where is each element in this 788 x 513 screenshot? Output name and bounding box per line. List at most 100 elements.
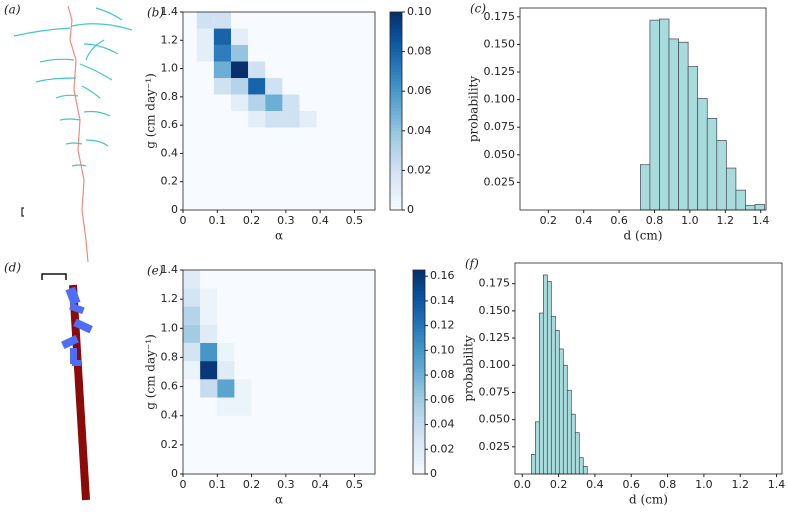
colorbar-step [390, 97, 402, 102]
heat-cell [231, 111, 249, 128]
colorbar-step [413, 412, 425, 417]
x-tick-label: 1.4 [752, 214, 770, 227]
colorbar-step [390, 21, 402, 26]
colorbar-step [390, 173, 402, 178]
colorbar-step [413, 280, 425, 285]
colorbar-step [390, 31, 402, 36]
heat-cell [183, 397, 201, 416]
bar [678, 41, 689, 211]
axes-frame [514, 262, 783, 475]
x-tick-label: 0.4 [311, 214, 329, 227]
heat-cell [213, 78, 231, 95]
y-tick-label: 0.8 [161, 350, 179, 363]
x-tick-label: 0.1 [209, 478, 227, 491]
heat-cell [282, 94, 300, 111]
colorbar-step [413, 351, 425, 356]
colorbar-step [413, 310, 425, 315]
y-tick-label: 0.075 [484, 120, 516, 133]
colorbar-step [390, 104, 402, 109]
bar [570, 413, 576, 475]
panel-label: (a) [4, 3, 21, 17]
bar [639, 164, 651, 211]
heat-cell [282, 44, 300, 62]
colorbar-tick-label: 0.12 [430, 319, 455, 332]
y-tick-label: 1.2 [161, 33, 179, 46]
colorbar-step [413, 395, 425, 400]
colorbar-step [390, 153, 402, 158]
colorbar-tick-label: 0.14 [430, 294, 455, 307]
colorbar-step [390, 107, 402, 112]
x-axis-label: α [275, 229, 283, 243]
x-tick-label: 0.2 [243, 478, 261, 491]
x-axis-label: d (cm) [629, 493, 668, 507]
colorbar-step [390, 186, 402, 191]
colorbar-step [390, 124, 402, 128]
colorbar-step [413, 361, 425, 366]
heat-cell [213, 111, 231, 128]
x-tick-label: 0.8 [659, 478, 677, 491]
y-tick-label: 0.150 [479, 304, 511, 317]
heat-cell [183, 270, 201, 289]
heat-cell [213, 94, 231, 111]
colorbar-step [390, 117, 402, 122]
colorbar-step [413, 368, 425, 373]
colorbar-step [413, 423, 425, 427]
bar [735, 189, 746, 211]
y-tick-label: 0.2 [161, 175, 179, 188]
colorbar-step [390, 150, 402, 155]
bar [745, 205, 756, 211]
x-tick-label: 0.6 [610, 214, 628, 227]
heat-cell [234, 288, 252, 307]
colorbar-tick-label: 0.16 [430, 269, 455, 282]
x-tick-label: 0 [180, 214, 187, 227]
bar [697, 98, 708, 211]
heat-cell [231, 28, 249, 45]
x-tick-label: 0 [180, 478, 187, 491]
heat-cell [200, 288, 218, 307]
y-tick-label: 0.6 [161, 380, 179, 393]
colorbar-frame [412, 269, 426, 475]
y-tick-label: 0.075 [479, 385, 511, 398]
heat-cell [234, 379, 252, 398]
y-tick-label: 0.8 [161, 90, 179, 103]
root-drawing [13, 5, 133, 263]
colorbar-step [390, 203, 402, 208]
y-tick-label: 1.4 [161, 263, 179, 276]
colorbar-step [390, 71, 402, 76]
heat-cell [234, 397, 252, 416]
heat-cell [183, 324, 201, 343]
x-tick-label: 1.2 [731, 478, 749, 491]
x-tick-label: 0.2 [243, 214, 261, 227]
colorbar-step [413, 341, 425, 346]
colorbar-step [413, 321, 425, 325]
heat-cell [248, 61, 266, 79]
colorbar-frame [389, 11, 403, 211]
colorbar-step [390, 84, 402, 89]
heat-cell [265, 111, 283, 128]
bar [534, 421, 540, 475]
colorbar-tick-label: 0.06 [407, 84, 432, 97]
bar [649, 19, 660, 211]
heat-cell [231, 78, 249, 95]
colorbar-step [390, 196, 402, 201]
colorbar-step [390, 12, 402, 16]
colorbar-step [390, 170, 402, 175]
heat-cell [234, 361, 252, 380]
x-tick-label: 0.3 [277, 478, 295, 491]
x-tick-label: 1.4 [768, 478, 786, 491]
y-axis-label: probability [462, 335, 476, 401]
colorbar-step [390, 111, 402, 115]
colorbar-step [390, 137, 402, 142]
x-tick-label: 0.2 [540, 214, 558, 227]
y-tick-label: 0.150 [484, 37, 516, 50]
y-tick-label: 0.6 [161, 118, 179, 131]
bar [574, 432, 580, 475]
colorbar-step [390, 167, 402, 171]
colorbar-step [390, 127, 402, 132]
y-tick-label: 0.025 [479, 440, 511, 453]
colorbar-step [413, 287, 425, 291]
colorbar-step [413, 385, 425, 390]
colorbar-tick-label: 0.10 [407, 5, 432, 18]
colorbar-step [413, 453, 425, 458]
panel-label: (e) [147, 264, 164, 278]
